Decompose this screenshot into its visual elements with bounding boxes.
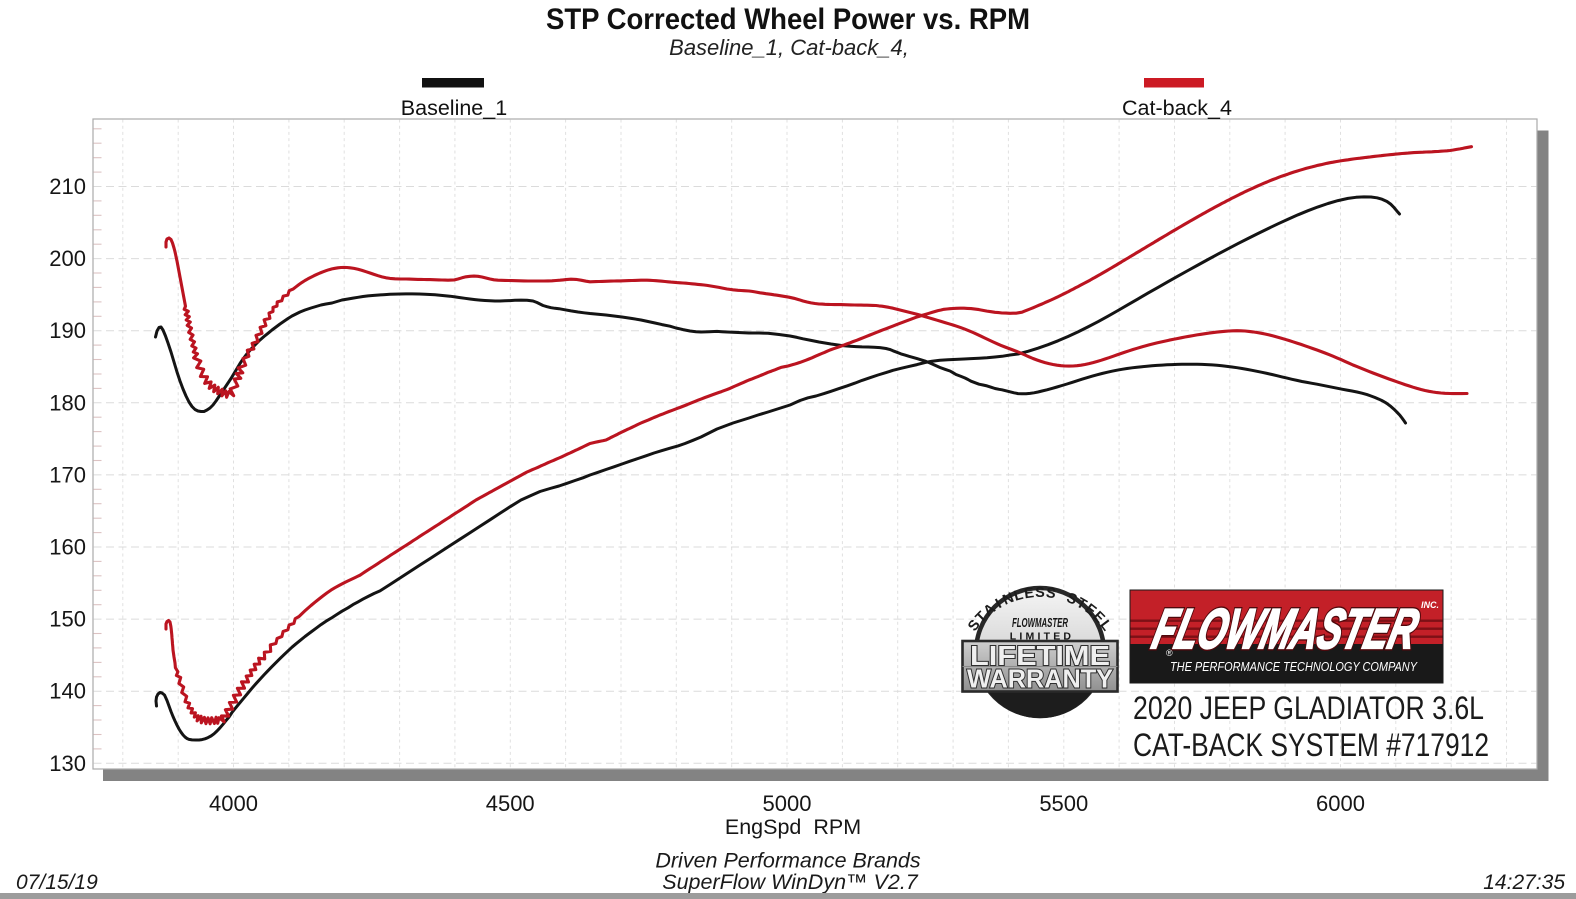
svg-text:LIFETIME: LIFETIME bbox=[970, 640, 1110, 671]
svg-text:S: S bbox=[1045, 585, 1057, 602]
svg-text:210: 210 bbox=[49, 174, 86, 199]
svg-text:140: 140 bbox=[49, 679, 86, 704]
svg-text:5500: 5500 bbox=[1039, 791, 1088, 816]
svg-text:WARRANTY: WARRANTY bbox=[967, 664, 1113, 694]
svg-text:130: 130 bbox=[49, 751, 86, 776]
svg-text:EngSpd RPM: EngSpd RPM bbox=[725, 815, 861, 839]
svg-text:CAT-BACK SYSTEM #717912: CAT-BACK SYSTEM #717912 bbox=[1133, 727, 1489, 763]
svg-text:170: 170 bbox=[49, 462, 86, 487]
svg-text:®: ® bbox=[1166, 648, 1173, 658]
svg-text:Driven Performance Brands: Driven Performance Brands bbox=[655, 849, 921, 873]
svg-text:160: 160 bbox=[49, 535, 86, 560]
svg-text:6000: 6000 bbox=[1316, 791, 1365, 816]
svg-text:4000: 4000 bbox=[209, 791, 258, 816]
svg-text:FLOWMASTER: FLOWMASTER bbox=[1147, 599, 1424, 661]
svg-text:LIMITED: LIMITED bbox=[1010, 631, 1074, 643]
svg-text:200: 200 bbox=[49, 246, 86, 271]
svg-text:E: E bbox=[1023, 585, 1035, 602]
svg-text:L: L bbox=[1012, 587, 1025, 605]
svg-text:THE PERFORMANCE TECHNOLOGY COM: THE PERFORMANCE TECHNOLOGY COMPANY bbox=[1170, 659, 1418, 674]
svg-text:INC.: INC. bbox=[1421, 600, 1439, 610]
svg-text:I: I bbox=[993, 596, 1005, 612]
svg-text:2020 JEEP GLADIATOR 3.6L: 2020 JEEP GLADIATOR 3.6L bbox=[1133, 690, 1484, 726]
svg-text:FLOWMASTER: FLOWMASTER bbox=[1147, 599, 1424, 661]
svg-text:150: 150 bbox=[49, 607, 86, 632]
svg-text:FLOWMASTER: FLOWMASTER bbox=[1012, 615, 1068, 630]
svg-text:14:27:35: 14:27:35 bbox=[1483, 871, 1565, 894]
svg-text:SuperFlow WinDyn™ V2.7: SuperFlow WinDyn™ V2.7 bbox=[662, 870, 919, 894]
svg-text:5000: 5000 bbox=[763, 791, 812, 816]
svg-text:S: S bbox=[1035, 585, 1045, 601]
svg-text:190: 190 bbox=[49, 318, 86, 343]
svg-text:4500: 4500 bbox=[486, 791, 535, 816]
svg-text:180: 180 bbox=[49, 390, 86, 415]
svg-text:Baseline_1: Baseline_1 bbox=[401, 96, 507, 120]
svg-text:STP Corrected Wheel Power vs.: STP Corrected Wheel Power vs. RPM bbox=[546, 3, 1030, 36]
svg-text:07/15/19: 07/15/19 bbox=[16, 871, 98, 894]
svg-text:Baseline_1, Cat-back_4,: Baseline_1, Cat-back_4, bbox=[669, 35, 909, 60]
svg-text:Cat-back_4: Cat-back_4 bbox=[1122, 96, 1232, 120]
